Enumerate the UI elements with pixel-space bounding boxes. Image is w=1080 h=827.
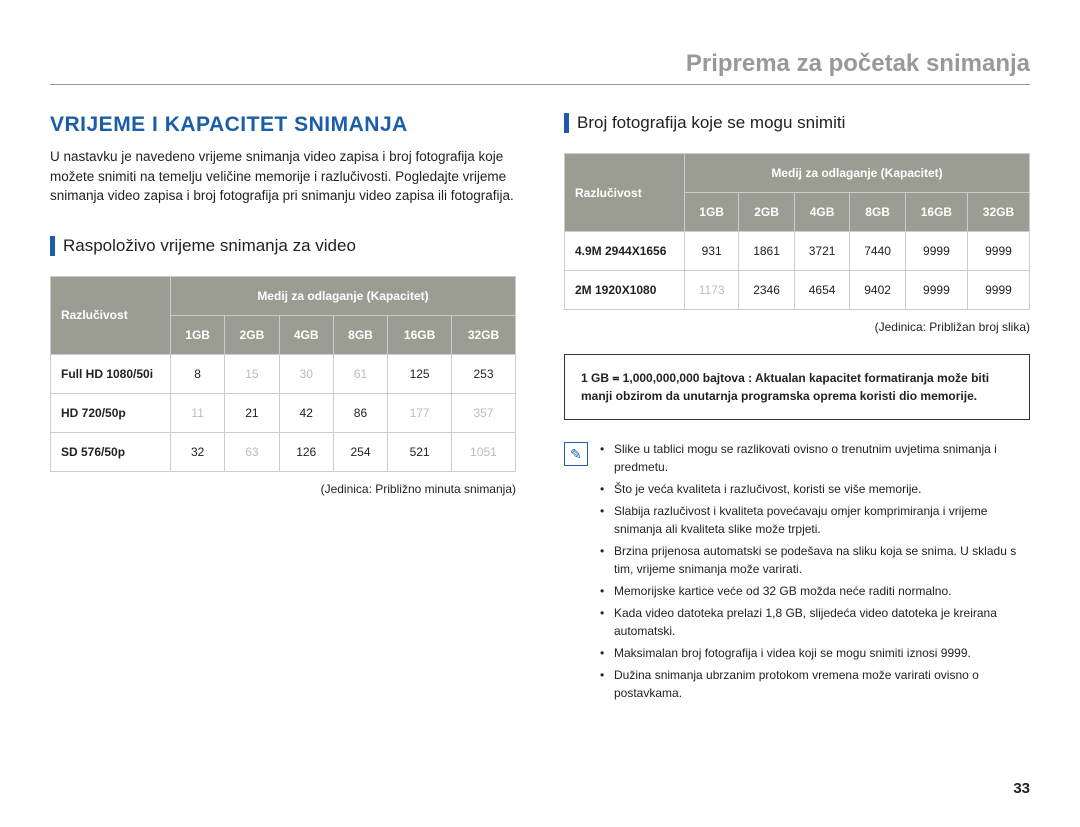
info-list-item: Brzina prijenosa automatski se podešava …	[600, 542, 1030, 578]
video-caption: (Jedinica: Približno minuta snimanja)	[50, 482, 516, 496]
photo-subheading: Broj fotografija koje se mogu snimiti	[564, 113, 1030, 133]
info-list-item: Dužina snimanja ubrzanim protokom vremen…	[600, 666, 1030, 702]
info-list-item: Memorijske kartice veće od 32 GB možda n…	[600, 582, 1030, 600]
video-subheading: Raspoloživo vrijeme snimanja za video	[50, 236, 516, 256]
gb-note: 1 GB ᐀ 1,000,000,000 bajtova : Aktualan …	[564, 354, 1030, 420]
subhead-bar	[564, 113, 569, 133]
page-title: Priprema za početak snimanja	[50, 50, 1030, 85]
info-icon: ✎	[564, 442, 588, 466]
video-table: RazlučivostMedij za odlaganje (Kapacitet…	[50, 276, 516, 472]
photo-caption: (Jedinica: Približan broj slika)	[564, 320, 1030, 334]
note-prefix: 1 GB ᐀ 1,000,000,000 bajtova :	[581, 371, 755, 385]
photo-table: RazlučivostMedij za odlaganje (Kapacitet…	[564, 153, 1030, 310]
intro-text: U nastavku je navedeno vrijeme snimanja …	[50, 147, 516, 206]
content-columns: VRIJEME I KAPACITET SNIMANJA U nastavku …	[50, 113, 1030, 706]
info-list-item: Slabija razlučivost i kvaliteta povećava…	[600, 502, 1030, 538]
info-block: ✎ Slike u tablici mogu se razlikovati ov…	[564, 440, 1030, 706]
left-column: VRIJEME I KAPACITET SNIMANJA U nastavku …	[50, 113, 516, 706]
right-column: Broj fotografija koje se mogu snimiti Ra…	[564, 113, 1030, 706]
subhead-text: Raspoloživo vrijeme snimanja za video	[63, 236, 356, 256]
subhead-text: Broj fotografija koje se mogu snimiti	[577, 113, 845, 133]
info-list-item: Što je veća kvaliteta i razlučivost, kor…	[600, 480, 1030, 498]
page-number: 33	[1013, 780, 1030, 797]
subhead-bar	[50, 236, 55, 256]
info-list: Slike u tablici mogu se razlikovati ovis…	[600, 440, 1030, 706]
info-list-item: Slike u tablici mogu se razlikovati ovis…	[600, 440, 1030, 476]
info-list-item: Maksimalan broj fotografija i videa koji…	[600, 644, 1030, 662]
section-heading: VRIJEME I KAPACITET SNIMANJA	[50, 113, 516, 137]
info-list-item: Kada video datoteka prelazi 1,8 GB, slij…	[600, 604, 1030, 640]
